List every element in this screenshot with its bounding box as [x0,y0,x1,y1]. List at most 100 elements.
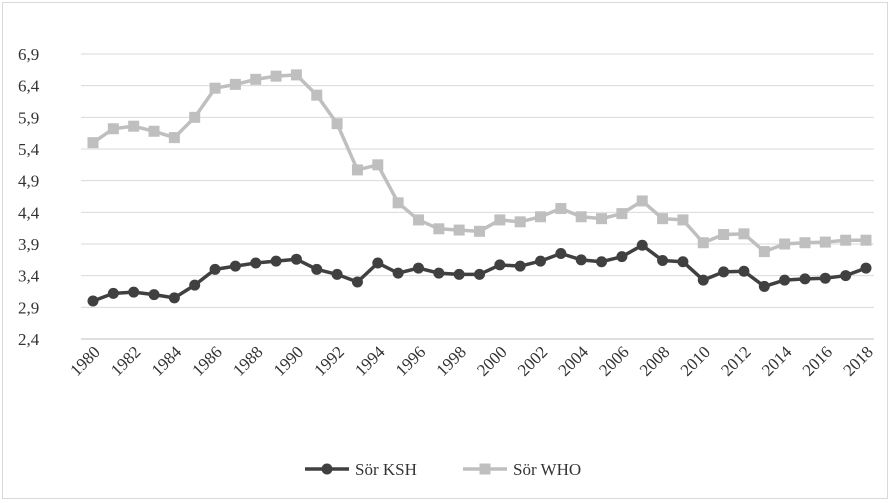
data-point-s-r-who [250,73,262,85]
data-point-s-r-ksh [392,267,404,279]
data-point-s-r-ksh [351,276,363,288]
data-point-s-r-ksh [474,268,485,280]
data-point-s-r-who [148,125,160,137]
data-point-s-r-who [860,234,872,246]
data-point-s-r-who [555,203,567,215]
data-point-s-r-who [270,70,282,82]
x-tick-label: 2016 [799,342,836,379]
data-point-s-r-who [840,234,852,246]
x-tick-label: 1984 [148,342,186,380]
x-tick-label: 2018 [839,342,876,379]
data-point-s-r-ksh [575,254,587,266]
data-point-s-r-who [331,118,343,130]
series-layer [87,69,872,307]
y-tick-label: 4,9 [18,172,39,191]
data-point-s-r-ksh [168,292,180,304]
y-tick-label: 6,9 [18,45,39,64]
data-point-s-r-who [433,223,445,235]
series-line-s-r-who [92,73,866,254]
y-tick-label: 3,9 [18,235,39,254]
y-tick-label: 4,4 [18,203,40,222]
legend-label-s-r-ksh: Sör KSH [355,460,417,479]
data-point-s-r-ksh [331,268,343,280]
data-point-s-r-ksh [128,286,140,298]
x-tick-label: 2014 [758,342,796,380]
y-tick-label: 3,4 [18,267,40,286]
gridlines [81,53,874,340]
x-tick-label: 2002 [514,342,551,379]
data-point-s-r-ksh [779,274,791,286]
legend-label-s-r-who: Sör WHO [513,460,581,479]
data-point-s-r-who [209,82,221,94]
data-point-s-r-ksh [697,274,709,286]
legend-marker-s-r-ksh [321,463,333,475]
x-tick-label: 2012 [717,342,754,379]
data-point-s-r-ksh [535,255,547,267]
data-point-s-r-ksh [311,263,323,275]
data-point-s-r-who [392,197,404,209]
data-point-s-r-who [636,195,648,207]
data-point-s-r-who [168,132,180,144]
legend: Sör KSH Sör WHO [305,460,581,479]
data-point-s-r-ksh [453,268,465,280]
x-tick-label: 2010 [677,342,714,379]
data-point-s-r-who [779,238,791,250]
y-tick-label: 2,4 [18,330,40,349]
data-point-s-r-who [514,216,526,228]
data-point-s-r-ksh [514,260,526,272]
data-point-s-r-who [738,228,750,240]
legend-marker-s-r-who [479,463,491,475]
data-point-s-r-who [575,211,587,223]
data-point-s-r-ksh [819,272,831,284]
y-tick-label: 5,9 [18,108,39,127]
data-point-s-r-ksh [596,256,608,268]
data-point-s-r-who [229,78,241,90]
data-point-s-r-ksh [87,295,99,307]
x-tick-label: 1980 [66,342,103,379]
y-tick-label: 5,4 [18,140,40,159]
x-tick-label: 1990 [270,342,307,379]
data-point-s-r-who [535,211,547,223]
data-point-s-r-ksh [616,251,628,263]
data-point-s-r-ksh [148,289,160,301]
data-point-s-r-ksh [840,270,852,282]
x-tick-label: 2006 [595,342,632,379]
data-point-s-r-who [657,213,669,225]
data-point-s-r-ksh [636,239,648,251]
data-point-s-r-who [311,89,323,101]
x-tick-label: 1986 [188,342,225,379]
data-point-s-r-ksh [657,254,669,266]
x-tick-label: 1998 [433,342,470,379]
x-tick-label: 2004 [555,342,593,380]
data-point-s-r-who [128,120,140,132]
data-point-s-r-who [758,246,770,258]
data-point-s-r-ksh [860,262,872,274]
data-point-s-r-who [290,69,302,81]
y-tick-label: 2,9 [18,298,39,317]
data-point-s-r-ksh [250,257,262,269]
data-point-s-r-ksh [270,255,282,267]
data-point-s-r-ksh [718,266,730,278]
y-axis-ticks: 6,9 6,4 5,9 5,4 4,9 4,4 3,9 3,4 2,9 2,4 [18,45,40,349]
data-point-s-r-who [494,214,506,226]
data-point-s-r-ksh [677,256,689,268]
y-tick-label: 6,4 [18,77,40,96]
data-point-s-r-ksh [758,280,770,292]
data-point-s-r-who [474,225,485,237]
data-point-s-r-ksh [412,262,424,274]
data-point-s-r-who [799,237,811,249]
x-tick-label: 1994 [351,342,389,380]
data-point-s-r-ksh [189,279,201,291]
x-axis: 1980 1982 1984 1986 1988 1990 1992 1994 1996 1998… [66,342,876,380]
x-tick-label: 1996 [392,342,429,379]
data-point-s-r-who [677,214,689,226]
data-point-s-r-who [189,111,201,123]
data-point-s-r-who [107,123,119,135]
data-point-s-r-who [372,159,384,171]
x-tick-label: 2008 [636,342,673,379]
x-tick-label: 1988 [229,342,266,379]
data-point-s-r-ksh [229,260,241,272]
x-tick-label: 1992 [310,342,347,379]
